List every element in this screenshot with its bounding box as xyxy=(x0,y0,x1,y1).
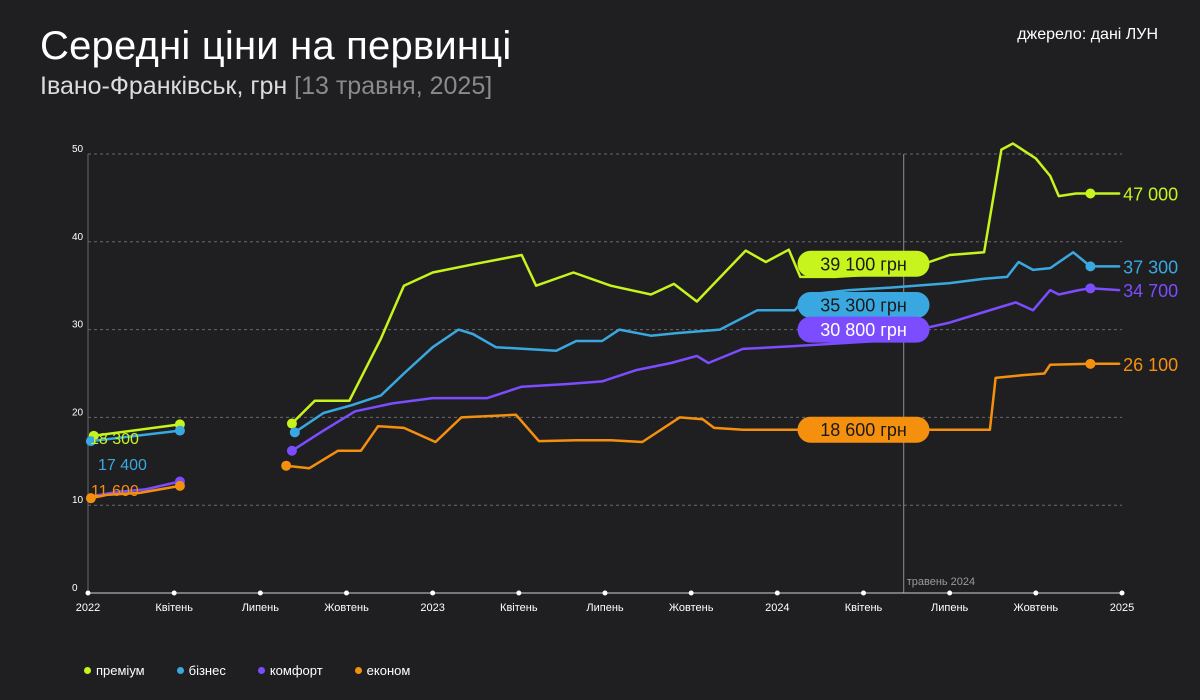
chart-subtitle: Івано-Франківськ, грн [13 травня, 2025] xyxy=(40,72,492,101)
series-point xyxy=(1085,188,1096,199)
series-line-0-segment-0 xyxy=(92,423,182,438)
y-tick-label: 0 xyxy=(72,583,78,594)
legend-label-comfort: комфорт xyxy=(269,663,323,678)
end-value-label: 47 000 xyxy=(1123,185,1178,205)
x-tick-label: 2024 xyxy=(765,602,789,614)
series-line-2-segment-1 xyxy=(290,287,1121,453)
legend-item-business: бізнес xyxy=(176,663,226,678)
x-tick-label: Липень xyxy=(931,602,969,614)
x-tick-label: Жовтень xyxy=(324,602,369,614)
x-tick-dot xyxy=(171,590,177,596)
y-tick-label: 40 xyxy=(72,232,84,243)
legend-item-comfort: комфорт xyxy=(257,663,323,678)
callout-label: 30 800 грн xyxy=(797,316,930,343)
x-tick-dot xyxy=(516,590,522,596)
series-line-3-segment-1 xyxy=(284,362,1121,470)
callout-pill xyxy=(797,416,930,443)
callout-pill xyxy=(797,292,930,319)
end-value-label: 26 100 xyxy=(1123,355,1178,375)
callout-label: 18 600 грн xyxy=(797,416,930,443)
series-point xyxy=(1085,283,1096,294)
x-tick-label: Жовтень xyxy=(1014,602,1059,614)
legend-dot-premium xyxy=(84,667,91,674)
y-tick-label: 30 xyxy=(72,320,84,331)
legend: преміум бізнес комфорт економ xyxy=(84,663,410,678)
series-point xyxy=(85,436,96,447)
series-point xyxy=(286,418,297,429)
x-tick-dot xyxy=(344,590,349,596)
subtitle-date: [13 травня, 2025] xyxy=(294,72,493,100)
callout-text: 39 100 грн xyxy=(820,254,907,274)
x-tick-dot xyxy=(774,590,780,596)
reference-line-label: травень 2024 xyxy=(907,576,975,588)
series-point xyxy=(174,480,185,491)
x-tick-dot xyxy=(85,590,91,596)
series-line-1-segment-1 xyxy=(293,251,1121,434)
x-tick-label: Липень xyxy=(242,602,280,614)
x-tick-dot xyxy=(257,590,263,596)
x-tick-label: 2022 xyxy=(76,602,100,614)
x-tick-dot xyxy=(602,590,608,596)
x-tick-dot xyxy=(1033,590,1039,596)
x-tick-dot xyxy=(861,590,866,596)
series-point xyxy=(85,493,96,504)
series-point xyxy=(281,460,292,471)
x-tick-label: Квітень xyxy=(845,602,883,614)
x-tick-dot xyxy=(947,590,953,596)
callout-text: 35 300 грн xyxy=(820,296,907,316)
x-tick-label: 2025 xyxy=(1110,602,1134,614)
y-tick-label: 50 xyxy=(72,144,84,155)
start-value-label: 17 400 xyxy=(98,457,147,474)
subtitle-city: Івано-Франківськ, грн xyxy=(40,72,288,100)
x-tick-label: Липень xyxy=(586,602,624,614)
y-tick-label: 10 xyxy=(72,495,84,506)
legend-label-premium: преміум xyxy=(96,663,145,678)
legend-dot-business xyxy=(176,667,184,674)
callout-label: 39 100 грн xyxy=(797,250,930,277)
chart-title: Середні ціни на первинці xyxy=(40,24,512,68)
series-line-2-segment-0 xyxy=(89,480,182,498)
series-point xyxy=(289,427,300,438)
series-point xyxy=(174,425,185,436)
series-point xyxy=(1085,261,1096,272)
series-point xyxy=(286,445,297,456)
x-tick-label: Квітень xyxy=(500,602,538,614)
end-value-label: 34 700 xyxy=(1123,281,1178,301)
y-tick-label: 20 xyxy=(72,407,84,418)
x-tick-label: Жовтень xyxy=(669,602,714,614)
x-tick-label: 2023 xyxy=(420,602,444,614)
start-value-label: 11 600 xyxy=(91,483,139,500)
series-line-3-segment-0 xyxy=(89,484,182,500)
callout-pill xyxy=(797,250,930,277)
data-source: джерело: дані ЛУН xyxy=(1017,26,1158,43)
legend-label-business: бізнес xyxy=(188,663,226,678)
callout-text: 18 600 грн xyxy=(820,420,907,440)
series-line-1-segment-0 xyxy=(89,429,182,443)
legend-label-economy: економ xyxy=(366,663,411,678)
x-tick-dot xyxy=(430,590,436,596)
callout-label: 35 300 грн xyxy=(797,292,930,319)
x-tick-dot xyxy=(688,590,694,596)
legend-item-premium: преміум xyxy=(84,663,145,678)
legend-item-economy: економ xyxy=(354,663,411,678)
series-point xyxy=(1085,358,1096,369)
legend-dot-economy xyxy=(354,667,362,674)
legend-dot-comfort xyxy=(257,667,265,674)
end-value-label: 37 300 xyxy=(1123,257,1178,277)
start-value-label: 18 300 xyxy=(90,431,139,448)
x-tick-label: Квітень xyxy=(155,602,193,614)
series-line-0-segment-1 xyxy=(290,142,1121,425)
callout-text: 30 800 грн xyxy=(820,320,907,340)
callout-pill xyxy=(797,316,930,343)
x-tick-dot xyxy=(1119,590,1125,596)
